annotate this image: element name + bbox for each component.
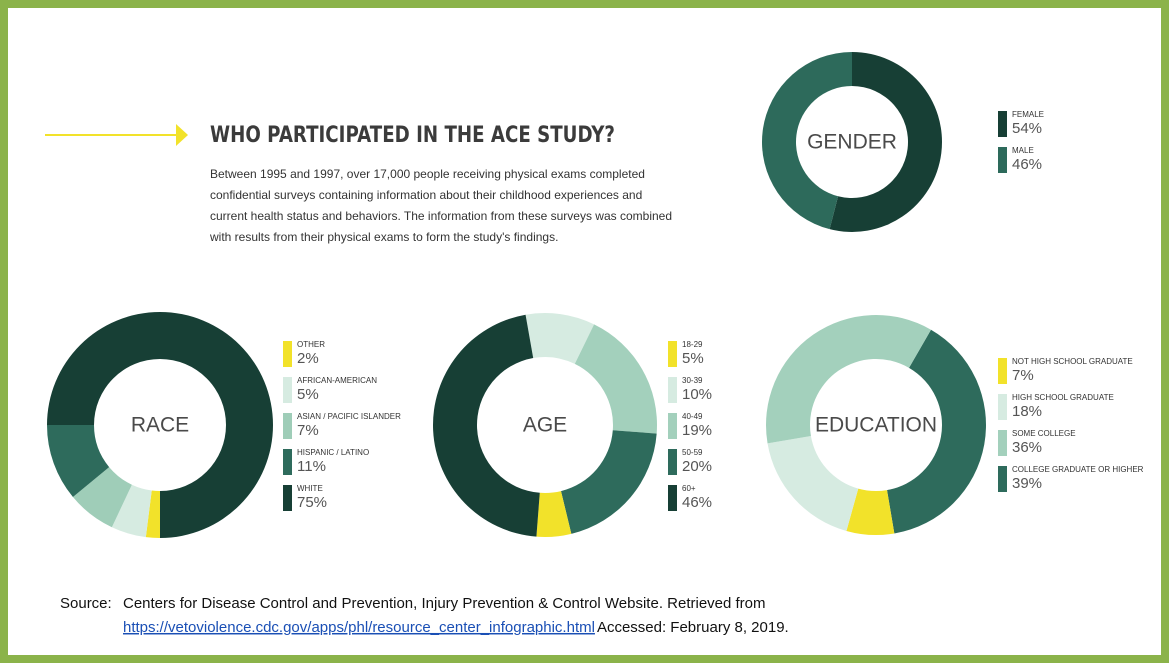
donut-segment (766, 314, 931, 444)
donut-segment (47, 425, 110, 498)
legend-swatch (668, 341, 677, 367)
legend-swatch (668, 377, 677, 403)
donut-segment (525, 312, 595, 364)
donut-label: AGE (523, 414, 567, 437)
charts: GENDERFEMALE54%MALE46%RACEOTHER2%AFRICAN… (47, 52, 1144, 538)
legend-swatch (283, 341, 292, 367)
donut-segment (560, 430, 657, 534)
legend-label: WHITE (297, 484, 323, 493)
legend-value: 75% (297, 494, 327, 511)
heading: WHO PARTICIPATED IN THE ACE STUDY? (210, 123, 615, 148)
donut-label: GENDER (807, 131, 897, 154)
legend-label: OTHER (297, 340, 325, 349)
legend-label: HIGH SCHOOL GRADUATE (1012, 393, 1114, 402)
description-line: Between 1995 and 1997, over 17,000 peopl… (210, 167, 645, 181)
source-prefix: Source: (60, 595, 112, 612)
legend-label: 30-39 (682, 376, 703, 385)
legend-value: 39% (1012, 475, 1042, 492)
description-line: with results from their physical exams t… (209, 230, 558, 244)
legend-label: 60+ (682, 484, 696, 493)
donut-segment (846, 488, 895, 535)
description-line: confidential surveys containing informat… (210, 188, 642, 202)
legend-value: 5% (297, 386, 319, 403)
legend-swatch (998, 147, 1007, 173)
legend-label: ASIAN / PACIFIC ISLANDER (297, 412, 401, 421)
legend-swatch (998, 111, 1007, 137)
legend-label: NOT HIGH SCHOOL GRADUATE (1012, 357, 1133, 366)
description: Between 1995 and 1997, over 17,000 peopl… (209, 167, 672, 244)
donut-segment (111, 484, 152, 538)
legend-value: 10% (682, 386, 712, 403)
legend-swatch (668, 485, 677, 511)
donut-segment (432, 314, 540, 537)
legend-label: 50-59 (682, 448, 703, 457)
legend-value: 36% (1012, 439, 1042, 456)
legend-value: 46% (682, 494, 712, 511)
description-line: current health status and behaviors. The… (210, 209, 672, 223)
legend-swatch (283, 485, 292, 511)
legend-value: 7% (297, 422, 319, 439)
legend-value: 19% (682, 422, 712, 439)
donut-segment (574, 324, 657, 434)
donut-segment (536, 491, 572, 537)
legend-label: AFRICAN-AMERICAN (297, 376, 377, 385)
donut-segment (145, 490, 160, 538)
legend-swatch (998, 430, 1007, 456)
source-accessed: Accessed: February 8, 2019. (597, 619, 789, 636)
donut-segment (762, 52, 852, 230)
donut-label: RACE (131, 414, 189, 437)
legend-swatch (283, 377, 292, 403)
legend-label: HISPANIC / LATINO (297, 448, 369, 457)
legend-swatch (998, 358, 1007, 384)
legend-value: 20% (682, 458, 712, 475)
legend-swatch (668, 449, 677, 475)
legend-value: 5% (682, 350, 704, 367)
source-text: Centers for Disease Control and Preventi… (123, 595, 766, 612)
donut-label: EDUCATION (815, 414, 937, 437)
legend-value: 18% (1012, 403, 1042, 420)
legend-label: FEMALE (1012, 110, 1044, 119)
legend-value: 7% (1012, 367, 1034, 384)
donut-segment (829, 52, 943, 232)
donut-segment (72, 467, 132, 528)
legend-swatch (283, 413, 292, 439)
legend-swatch (668, 413, 677, 439)
legend-label: 18-29 (682, 340, 703, 349)
legend-swatch (998, 394, 1007, 420)
legend-label: 40-49 (682, 412, 703, 421)
legend-value: 11% (297, 458, 326, 475)
donut-segment (47, 312, 273, 538)
legend-value: 2% (297, 350, 319, 367)
legend-label: SOME COLLEGE (1012, 429, 1076, 438)
legend-value: 54% (1012, 120, 1042, 137)
legend-swatch (283, 449, 292, 475)
legend-swatch (998, 466, 1007, 492)
legend-label: MALE (1012, 146, 1034, 155)
donut-segment (887, 329, 986, 534)
legend-value: 46% (1012, 156, 1042, 173)
donut-segment (767, 436, 859, 531)
legend-label: COLLEGE GRADUATE OR HIGHER (1012, 465, 1144, 474)
source-link[interactable]: https://vetoviolence.cdc.gov/apps/phl/re… (123, 619, 595, 636)
arrow-head (176, 124, 188, 146)
